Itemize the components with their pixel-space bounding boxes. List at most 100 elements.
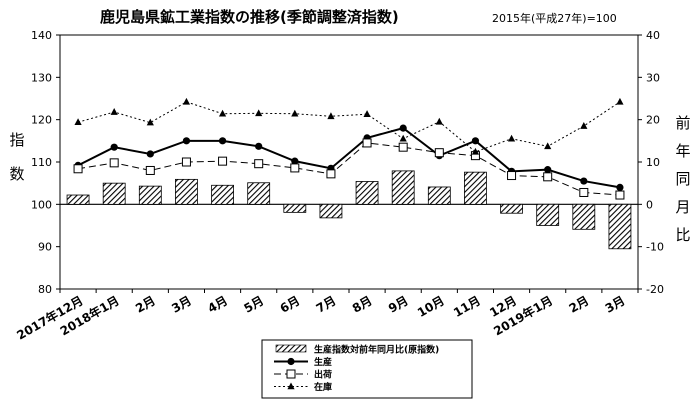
marker-circle (399, 124, 407, 132)
marker-circle (182, 137, 191, 145)
marker-triangle (291, 109, 299, 117)
y-left-tick-label: 90 (38, 241, 52, 254)
y-axis-left-label-char: 数 (9, 165, 24, 183)
y-right-tick-label: -10 (646, 241, 664, 254)
marker-square (109, 158, 119, 168)
marker-triangle (218, 109, 227, 117)
marker-triangle (580, 122, 588, 129)
marker-square (398, 142, 408, 152)
line-triangle (77, 101, 621, 153)
marker-square (254, 159, 264, 169)
x-tick-label: 2月 (133, 293, 158, 315)
legend-swatch-bar (275, 344, 307, 353)
legend-swatch-marker (286, 369, 296, 379)
x-tick-label: 5月 (242, 293, 267, 315)
bar-yoy (536, 203, 560, 226)
y-right-tick-label: 10 (646, 156, 660, 169)
marker-square (326, 169, 336, 179)
marker-circle (544, 166, 552, 174)
plot-area (59, 34, 639, 290)
x-tick-label: 10月 (415, 293, 447, 319)
bar-series (66, 170, 632, 250)
bar-yoy (464, 171, 487, 205)
y-left-tick-label: 140 (31, 29, 52, 42)
marker-triangle (507, 134, 516, 142)
x-tick-label: 11月 (451, 293, 483, 319)
y-right-tick-label: 30 (646, 71, 660, 84)
marker-triangle (74, 118, 82, 126)
marker-triangle (399, 134, 407, 142)
x-tick-label: 6月 (278, 293, 303, 315)
legend-label: 在庫 (314, 381, 332, 393)
marker-triangle (471, 147, 480, 155)
bar-yoy (102, 182, 126, 205)
chart-subtitle: 2015年(平成27年)=100 (492, 11, 617, 25)
bar-yoy (283, 203, 307, 213)
marker-triangle (146, 118, 154, 126)
plot-border (59, 34, 639, 290)
marker-circle (580, 177, 588, 185)
marker-square (543, 172, 553, 182)
marker-square (579, 187, 589, 197)
y-axis-right-label-char: 前 (675, 114, 690, 132)
y-axis-right-label-char: 同 (675, 170, 690, 188)
x-tick-label: 2月 (567, 293, 592, 315)
y-axis-left-label-char: 指 (9, 131, 24, 149)
bar-yoy (500, 203, 523, 214)
y-axis-right-label: 前年同月比 (675, 114, 690, 244)
y-left-tick-label: 80 (38, 283, 52, 296)
marker-triangle (327, 112, 335, 120)
line-series (73, 97, 625, 200)
legend-label: 生産指数対前年同月比(原指数) (314, 344, 439, 356)
marker-triangle (616, 97, 624, 105)
bar-yoy (572, 203, 596, 230)
marker-triangle (182, 97, 191, 105)
y-axis-left-label: 指数 (9, 131, 24, 183)
y-right-tick-label: 20 (646, 114, 660, 127)
y-left-tick-label: 130 (31, 71, 52, 84)
marker-square (615, 190, 625, 200)
bar-yoy (319, 203, 343, 219)
marker-circle (218, 137, 227, 145)
bar-yoy (66, 194, 90, 205)
marker-square (362, 138, 372, 148)
bar-yoy (138, 185, 162, 205)
legend-label: 生産 (314, 356, 332, 368)
bar-yoy (427, 186, 451, 205)
marker-triangle (435, 117, 443, 125)
marker-square (181, 157, 191, 167)
x-tick-label: 7月 (314, 293, 339, 315)
marker-circle (471, 137, 480, 145)
bar-yoy (211, 184, 234, 205)
marker-circle (110, 143, 118, 151)
chart-title: 鹿児島県鉱工業指数の推移(季節調整済指数) (100, 8, 399, 26)
bar-yoy (608, 203, 632, 250)
marker-circle (616, 183, 624, 191)
bar-yoy (247, 182, 271, 205)
marker-circle (146, 150, 154, 158)
bar-yoy (175, 178, 198, 205)
marker-square (290, 163, 300, 173)
marker-triangle (363, 110, 371, 117)
bar-yoy (355, 181, 379, 205)
y-axis-right-label-char: 比 (675, 226, 690, 244)
y-right-tick-label: 40 (646, 29, 660, 42)
legend-label: 出荷 (314, 369, 332, 381)
y-right-tick-label: -20 (646, 283, 664, 296)
marker-square (434, 148, 444, 158)
y-left-tick-label: 100 (31, 198, 52, 211)
x-tick-label: 3月 (169, 293, 194, 315)
marker-circle (255, 142, 263, 150)
marker-triangle (255, 109, 263, 117)
x-tick-label: 4月 (205, 293, 230, 315)
legend-swatch-marker (287, 382, 295, 390)
y-axis-right-label-char: 月 (675, 198, 690, 216)
x-tick-label: 3月 (603, 293, 628, 315)
marker-square (145, 165, 155, 175)
marker-square (507, 171, 517, 181)
legend-swatch-marker (287, 357, 295, 366)
x-tick-label: 8月 (350, 293, 375, 315)
